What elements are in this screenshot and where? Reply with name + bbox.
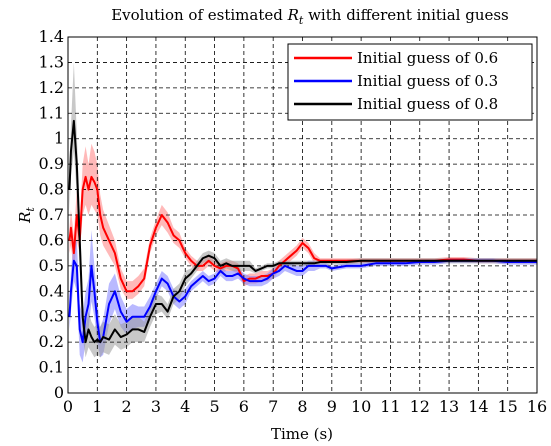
series-band-3: [69, 62, 537, 358]
x-tick-label: 2: [122, 397, 132, 416]
y-tick-label: 0.6: [39, 230, 64, 249]
y-tick-label: 0: [54, 383, 64, 402]
series-line-3: [68, 119, 537, 344]
x-tick-label: 14: [468, 397, 488, 416]
axes-frame: [67, 36, 538, 394]
y-tick-label: 0.9: [39, 154, 64, 173]
x-axis-ticks: 0 1 2 3 4 5 6 7 8 9 10 11 12 13 14 15 16: [63, 397, 547, 416]
y-tick-label: 0.4: [39, 281, 64, 300]
x-tick-label: 13: [439, 397, 459, 416]
y-tick-label: 1.2: [39, 78, 64, 97]
y-tick-label: 0.7: [39, 205, 64, 224]
y-tick-label: 0.8: [39, 180, 64, 199]
y-tick-label: 1.3: [39, 52, 64, 71]
x-tick-label: 12: [410, 397, 430, 416]
chart-title-symbol: R: [287, 6, 299, 24]
x-axis-label: Time (s): [271, 425, 333, 443]
x-tick-label: 0: [63, 397, 73, 416]
series-lines: [68, 119, 537, 344]
x-tick-label: 6: [239, 397, 249, 416]
x-tick-label: 7: [268, 397, 278, 416]
chart-title-prefix: Evolution of estimated: [111, 6, 287, 24]
y-axis-label-symbol: R: [16, 212, 34, 224]
series-band-1: [69, 143, 537, 299]
legend-label-3: Initial guess of 0.8: [357, 95, 498, 113]
series-band-2: [69, 230, 537, 363]
y-tick-label: 1.1: [39, 103, 64, 122]
y-axis-ticks: 0 0.1 0.2 0.3 0.4 0.5 0.6 0.7 0.8 0.9 1 1.1 1.2 1.3 1.…: [39, 27, 64, 402]
y-tick-label: 0.1: [39, 358, 64, 377]
x-tick-label: 11: [380, 397, 400, 416]
x-tick-label: 16: [527, 397, 547, 416]
y-tick-label: 0.5: [39, 256, 64, 275]
x-tick-label: 1: [92, 397, 102, 416]
x-tick-label: 15: [498, 397, 518, 416]
y-tick-label: 1.4: [39, 27, 64, 46]
series-line-2: [68, 259, 537, 344]
legend-label-2: Initial guess of 0.3: [357, 72, 498, 90]
x-tick-label: 5: [209, 397, 219, 416]
x-tick-label: 4: [180, 397, 190, 416]
x-tick-label: 3: [151, 397, 161, 416]
y-axis-label: Rt: [16, 207, 37, 224]
chart-title-subscript: t: [299, 14, 304, 27]
y-tick-label: 0.3: [39, 307, 64, 326]
legend: Initial guess of 0.6 Initial guess of 0.3…: [287, 43, 533, 121]
x-tick-label: 10: [351, 397, 371, 416]
x-tick-label: 9: [327, 397, 337, 416]
y-tick-label: 1: [54, 129, 64, 148]
y-axis-label-subscript: t: [24, 207, 37, 212]
y-tick-label: 0.2: [39, 332, 64, 351]
chart-title: Evolution of estimated Rt with different…: [111, 6, 509, 27]
legend-label-1: Initial guess of 0.6: [357, 49, 498, 67]
x-tick-label: 8: [297, 397, 307, 416]
chart-title-suffix: with different initial guess: [303, 6, 508, 24]
